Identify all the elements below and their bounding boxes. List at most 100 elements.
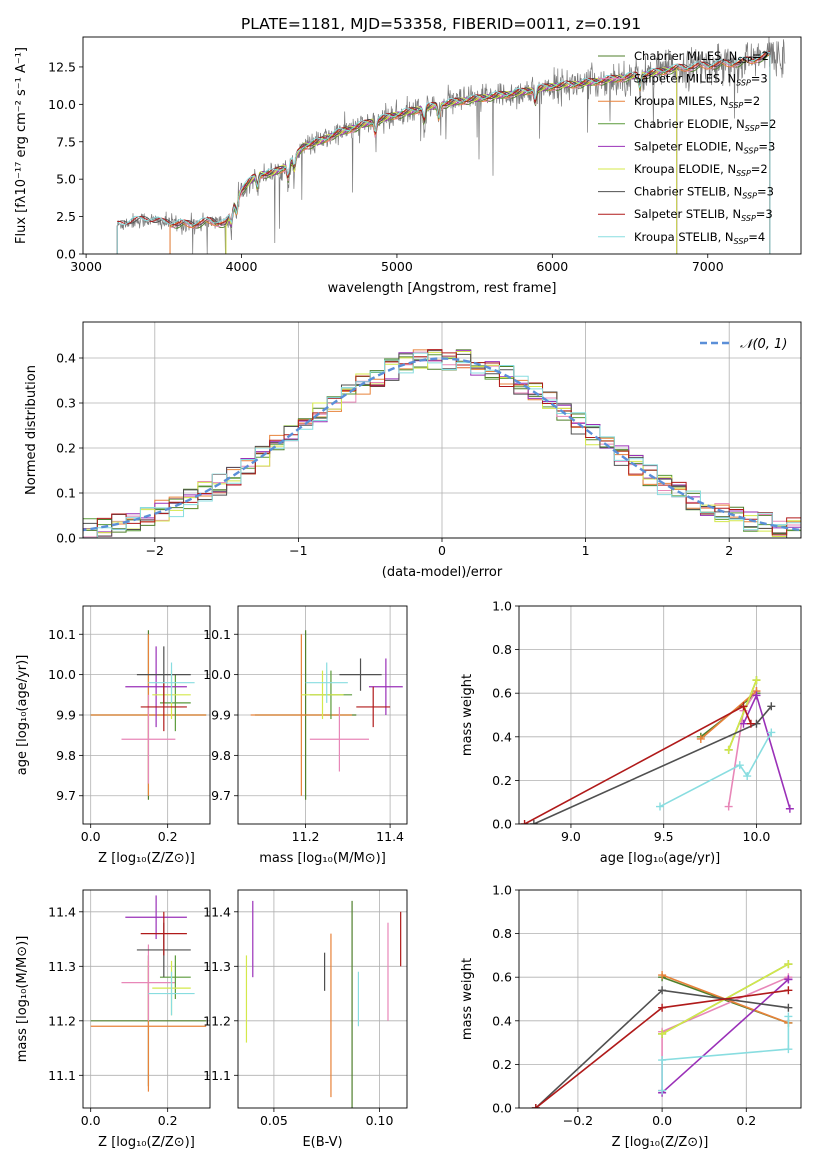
- series-line: [659, 732, 773, 808]
- axes-frame: [518, 605, 802, 825]
- legend-label-subscript: SSP: [737, 56, 752, 65]
- x-tick-label: 0.2: [736, 1113, 756, 1128]
- legend-label-main: Salpeter MILES, N: [634, 72, 736, 86]
- legend-label-main: Kroupa ELODIE, N: [634, 162, 736, 176]
- plus-marker: [658, 1086, 667, 1095]
- plus-marker: [743, 772, 752, 781]
- plus-marker: [735, 761, 744, 770]
- legend-label-value: =2: [751, 162, 768, 176]
- x-axis-label: mass [log₁₀(M/M⊙)]: [259, 851, 386, 866]
- plus-marker: [784, 1045, 793, 1054]
- plus-marker: [724, 802, 733, 811]
- y-axis-label: mass [log₁₀(M/M⊙)]: [15, 936, 30, 1063]
- plus-marker: [696, 734, 705, 743]
- x-axis-label: Z [log₁₀(Z/Z⊙)]: [98, 1135, 195, 1150]
- x-tick-label: 0.2: [158, 1113, 178, 1128]
- legend-label-main: Salpeter STELIB, N: [634, 207, 741, 221]
- x-tick-label: 0: [438, 543, 446, 558]
- x-tick-label: 0.0: [81, 829, 101, 844]
- y-tick-label: 9.9: [56, 708, 76, 723]
- legend-label-subscript: SSP: [745, 124, 760, 133]
- figure-title: PLATE=1181, MJD=53358, FIBERID=0011, z=0…: [241, 15, 641, 33]
- plot-content: [250, 630, 403, 800]
- x-tick-label: 0.0: [81, 1113, 101, 1128]
- y-tick-label: 10.0: [48, 667, 76, 682]
- y-tick-label: 0.0: [492, 817, 512, 832]
- x-tick-label: 4000: [226, 259, 258, 274]
- series-salpeter-stelib: [520, 702, 755, 824]
- series-line: [661, 978, 789, 1094]
- y-tick-label: 9.9: [211, 708, 231, 723]
- plot-content: [531, 960, 793, 1108]
- legend-label-subscript: SSP: [736, 169, 751, 178]
- errorbar-point-salpeter-stelib: [140, 682, 187, 732]
- legend-label: Salpeter STELIB, NSSP=3: [634, 207, 773, 223]
- plot-content: [83, 349, 801, 538]
- normal-curve: [83, 357, 801, 532]
- x-tick-label: 1: [582, 543, 590, 558]
- legend-label-value: =3: [751, 72, 768, 86]
- errorbar-point-salpeter-stelib: [140, 911, 187, 956]
- plus-marker: [658, 1056, 667, 1065]
- mass-vs-extinction-panel: 0.05 0.10 11.1 11.2 11.3 11.4 E(B-V): [203, 889, 408, 1150]
- plus-marker: [752, 676, 761, 685]
- x-tick-label: 5000: [381, 259, 413, 274]
- y-tick-label: 0.4: [492, 729, 512, 744]
- legend-label-main: Chabrier STELIB, N: [634, 185, 742, 199]
- y-tick-label: 2.5: [56, 209, 76, 224]
- plus-marker: [767, 728, 776, 737]
- histogram-kroupa-stelib: [83, 352, 801, 538]
- legend-label-subscript: SSP: [736, 79, 751, 88]
- plus-marker: [724, 745, 733, 754]
- x-tick-label: 10.0: [743, 829, 771, 844]
- plus-marker: [656, 802, 664, 811]
- plus-marker: [529, 820, 538, 824]
- y-tick-label: 11.1: [203, 1068, 231, 1083]
- x-tick-label: 9.5: [654, 829, 674, 844]
- plus-marker: [784, 986, 793, 995]
- x-tick-label: 0.05: [260, 1113, 288, 1128]
- y-tick-label: 11.2: [48, 1013, 76, 1028]
- y-tick-label: 0.2: [56, 441, 76, 456]
- legend-label: 𝒩(0, 1): [740, 337, 787, 352]
- plus-marker: [785, 804, 794, 813]
- plot-content: [90, 895, 207, 1092]
- y-tick-label: 0.2: [492, 773, 512, 788]
- y-tick-label: 0.0: [492, 1101, 512, 1116]
- axes-frame: [237, 889, 408, 1109]
- legend-label-main: Chabrier ELODIE, N: [634, 117, 745, 131]
- errorbar-point-salpeter-miles: [309, 706, 369, 772]
- x-axis-label: (data-model)/error: [382, 565, 503, 580]
- plus-marker: [784, 960, 793, 969]
- x-tick-label: 6000: [536, 259, 568, 274]
- errorbar-point-salpeter-elodie: [125, 895, 187, 940]
- spectrum-panel: 3000 4000 5000 6000 7000 0.0 2.5 5.0 7.5 10.0 12.5…: [14, 36, 802, 296]
- axes-frame: [518, 889, 802, 1109]
- y-tick-label: 0.1: [56, 486, 76, 501]
- legend-label: Salpeter MILES, NSSP=3: [634, 72, 768, 88]
- series-line: [661, 1016, 790, 1091]
- series-line: [727, 679, 758, 751]
- errorbar-point-salpeter-miles: [121, 694, 176, 784]
- plus-marker: [784, 1012, 793, 1021]
- plot-area: [83, 890, 210, 1108]
- axes-frame: [82, 36, 802, 255]
- x-tick-label: 7000: [692, 259, 724, 274]
- legend-label: Kroupa MILES, NSSP=2: [634, 94, 760, 110]
- y-axis-label: age [log₁₀(age/yr)]: [15, 655, 30, 776]
- legend-label-value: =2: [752, 49, 769, 63]
- errorbar-point-salpeter-miles: [121, 944, 176, 1021]
- legend-label: Salpeter ELODIE, NSSP=3: [634, 139, 775, 155]
- y-tick-label: 9.8: [56, 748, 76, 763]
- y-tick-label: 10.0: [203, 667, 231, 682]
- plus-marker: [784, 975, 793, 984]
- plot-area: [238, 890, 407, 1108]
- errorbar-point-chabrier-stelib: [339, 658, 382, 691]
- legend-label-value: =3: [756, 207, 773, 221]
- x-tick-label: −1: [289, 543, 307, 558]
- errorbar-point-kroupa-stelib: [305, 662, 348, 703]
- y-tick-label: 9.7: [56, 788, 76, 803]
- legend-label-subscript: SSP: [742, 192, 757, 201]
